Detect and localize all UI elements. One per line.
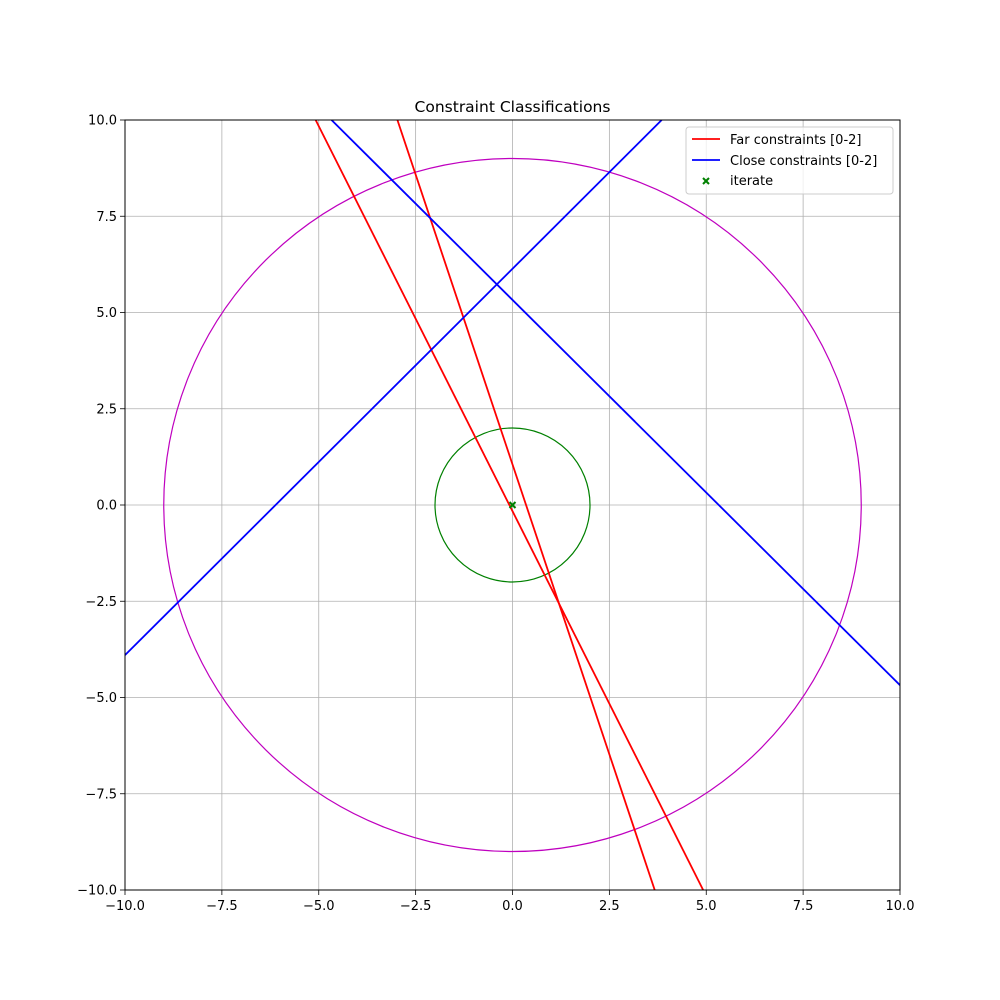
y-tick-label: −5.0: [85, 691, 117, 706]
x-tick-label: 2.5: [599, 899, 620, 914]
y-axis: −10.0 −7.5 −5.0 −2.5 0.0 2.5 5.0 7.5 10.0: [77, 114, 125, 899]
x-tick-label: −5.0: [303, 899, 335, 914]
legend: Far constraints [0-2] Close constraints …: [685, 126, 894, 195]
x-tick-label: −10.0: [105, 899, 145, 914]
chart-title: Constraint Classifications: [415, 98, 611, 116]
x-tick-label: 0.0: [502, 899, 523, 914]
far-constraint-line: [314, 120, 704, 890]
close-constraint-line: [330, 120, 900, 686]
x-tick-label: −7.5: [206, 899, 238, 914]
circle-boundary: [434, 427, 591, 583]
x-axis: −10.0 −7.5 −5.0 −2.5 0.0 2.5 5.0 7.5 10.0: [105, 890, 914, 914]
legend-marker-iterate: [702, 177, 710, 185]
grid: [124, 119, 901, 891]
legend-label-far: Far constraints [0-2]: [730, 133, 861, 148]
x-tick-label: 7.5: [793, 899, 814, 914]
y-tick-label: −2.5: [85, 595, 117, 610]
legend-box: [685, 126, 894, 195]
legend-marker-x: [702, 177, 710, 185]
plot-curves: [125, 120, 900, 890]
legend-label-close: Close constraints [0-2]: [730, 154, 877, 169]
y-tick-label: −10.0: [77, 884, 117, 899]
far-constraint-line: [396, 120, 656, 890]
y-tick-label: 10.0: [88, 114, 117, 129]
y-tick-label: 7.5: [96, 210, 117, 225]
legend-label-iterate: iterate: [730, 174, 773, 189]
y-tick-label: 0.0: [96, 499, 117, 514]
x-tick-label: 5.0: [696, 899, 717, 914]
close-constraint-line: [125, 120, 663, 656]
y-tick-label: −7.5: [85, 787, 117, 802]
y-tick-label: 2.5: [96, 402, 117, 417]
x-tick-label: 10.0: [886, 899, 915, 914]
y-tick-label: 5.0: [96, 306, 117, 321]
iterate-point: [508, 501, 517, 509]
circle-boundary: [163, 157, 862, 853]
x-tick-label: −2.5: [400, 899, 432, 914]
